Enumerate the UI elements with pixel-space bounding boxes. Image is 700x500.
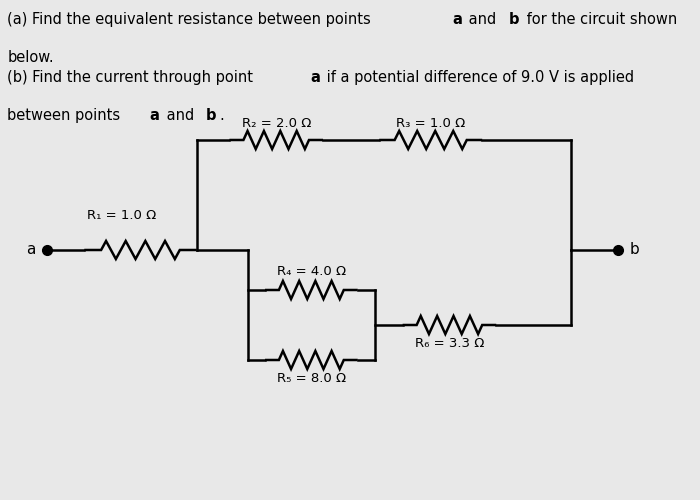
Text: b: b bbox=[206, 108, 217, 123]
Text: (b) Find the current through point: (b) Find the current through point bbox=[8, 70, 258, 85]
Text: R₂ = 2.0 Ω: R₂ = 2.0 Ω bbox=[241, 117, 311, 130]
Text: a: a bbox=[452, 12, 463, 27]
Text: R₄ = 4.0 Ω: R₄ = 4.0 Ω bbox=[276, 265, 346, 278]
Text: a: a bbox=[26, 242, 36, 258]
Text: a: a bbox=[310, 70, 320, 85]
Text: for the circuit shown: for the circuit shown bbox=[522, 12, 677, 27]
Text: a: a bbox=[150, 108, 160, 123]
Text: between points: between points bbox=[8, 108, 125, 123]
Text: R₆ = 3.3 Ω: R₆ = 3.3 Ω bbox=[414, 337, 484, 350]
Text: b: b bbox=[629, 242, 639, 258]
Text: and: and bbox=[162, 108, 199, 123]
Text: b: b bbox=[509, 12, 519, 27]
Text: below.: below. bbox=[8, 50, 54, 65]
Text: if a potential difference of 9.0 V is applied: if a potential difference of 9.0 V is ap… bbox=[322, 70, 634, 85]
Text: R₃ = 1.0 Ω: R₃ = 1.0 Ω bbox=[396, 117, 466, 130]
Text: R₅ = 8.0 Ω: R₅ = 8.0 Ω bbox=[276, 372, 346, 385]
Text: R₁ = 1.0 Ω: R₁ = 1.0 Ω bbox=[87, 209, 156, 222]
Text: .: . bbox=[219, 108, 224, 123]
Text: (a) Find the equivalent resistance between points: (a) Find the equivalent resistance betwe… bbox=[8, 12, 376, 27]
Text: and: and bbox=[465, 12, 501, 27]
